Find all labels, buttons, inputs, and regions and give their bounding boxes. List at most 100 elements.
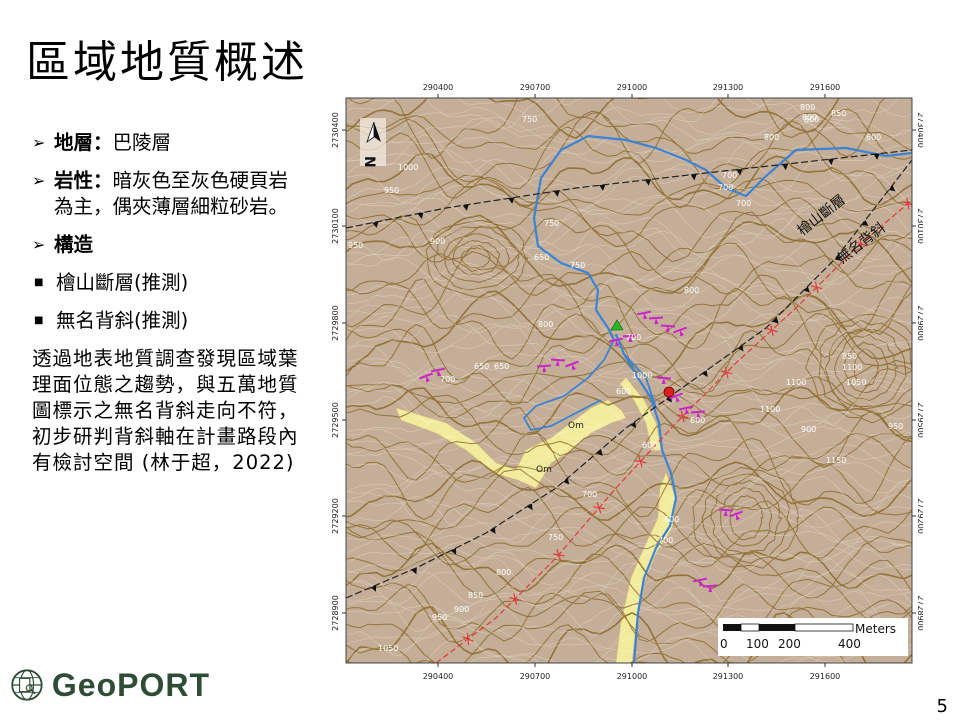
contour-line [346,494,912,528]
fault-tooth-icon [737,344,744,352]
y-tick-label-left: 2730100 [331,208,340,244]
contour-line [346,393,912,468]
square-bullet-icon: ■ [34,315,44,326]
contour-line [346,98,840,140]
contour-line [346,464,912,548]
contour-line [818,319,912,417]
fault-tooth-icon [526,503,533,511]
river-line [532,134,912,341]
contour-line [346,134,912,186]
contour-line [710,479,783,556]
site-marker [663,386,675,398]
fault-tooth-icon [508,197,515,204]
fault-tooth-icon [553,190,560,197]
fault-tooth-icon [888,185,896,192]
contour-line [805,313,912,424]
foliation-symbol-icon [692,577,708,587]
contour-line [692,466,800,569]
contour-elevation-label: 900 [801,425,816,434]
contour-elevation-label: 1000 [398,163,418,172]
anticline-arrow-icon [855,237,867,250]
contour-elevation-label: 850 [831,109,846,118]
contour-line [843,341,889,394]
contour-elevation-label: 1000 [632,371,652,380]
contour-elevation-label: 750 [548,533,563,542]
sub-bullet-text: 無名背斜(推測) [56,309,189,332]
scale-bar: Meters 0 100 200 400 [718,618,908,656]
fault-tooth-icon [563,478,570,485]
x-tick-label-bottom: 291600 [810,672,841,681]
contour-elevation-label: 800 [804,115,819,124]
contour-line [346,278,912,360]
anticline-arrow-icon [766,324,778,336]
contour-elevation-label: 700 [736,199,751,208]
contour-line [452,240,501,277]
contour-elevation-label: 1100 [760,405,780,414]
contour-line [346,348,912,390]
contour-elevation-label: 950 [888,422,903,431]
contour-elevation-label: 700 [582,490,597,499]
contour-elevation-label: 1050 [378,644,398,653]
contour-line [346,307,912,353]
contour-elevation-label: 850 [842,352,857,361]
contour-line [346,250,912,297]
contour-elevation-label: 650 [534,253,549,262]
contour-elevation-label: 600 [690,416,705,425]
contour-elevation-label: 950 [384,186,399,195]
x-tick-label-top: 291600 [810,83,841,92]
foliation-symbol-icon [608,337,624,347]
geologic-map: 290400 290700 291000 291300 291600 29040… [326,78,923,686]
contour-line [346,426,912,455]
anticline-arrow-icon [552,549,565,561]
anticline-arrow-icon [810,281,823,294]
river-line [614,333,678,663]
formation-label: Om [568,421,584,431]
contour-line [346,323,912,410]
y-tick-label-left: 2729500 [331,402,340,438]
x-tick-label-top: 291300 [713,83,744,92]
fault-tooth-icon [834,254,842,261]
fault-tooth-icon [827,158,834,166]
contour-line [346,176,912,248]
square-bullet-icon: ■ [34,277,44,288]
contour-line [346,274,912,336]
contour-line [460,247,492,269]
contour-line [853,348,879,387]
contour-elevation-label: 600 [866,133,881,142]
contour-elevation-label: 650 [474,362,489,371]
contour-line [346,527,912,555]
contour-line [346,108,912,190]
y-tick-label-right: 2729800 [916,305,923,341]
contour-line [346,135,912,164]
contour-line [346,194,912,226]
anticline-arrow-icon [509,593,521,605]
contour-line [346,158,912,204]
contour-line [346,120,912,209]
contour-elevation-label: 700 [722,171,737,180]
foliation-symbol-icon [678,405,694,415]
fault-tooth-icon [462,204,469,211]
river-line [623,353,657,409]
fault-tooth-icon [450,547,457,555]
bullet-text: 巴陵層 [112,131,172,154]
foliation-symbol-icon [419,372,433,383]
contour-line [346,112,912,155]
contour-elevation-label: 950 [348,241,363,250]
foliation-symbol-icon [536,364,552,373]
contour-elevation-label: 700 [440,375,455,384]
contour-line [346,459,912,522]
contour-elevation-label: 750 [544,219,559,228]
alluvium-deposit [615,472,677,663]
contour-line [346,398,912,441]
foliation-symbol-icon [673,326,687,337]
contour-line [346,436,912,464]
contour-elevation-label: 650 [494,362,509,371]
bullet-label: 構造 [54,233,94,256]
contour-line [346,556,912,605]
contour-line [346,407,912,481]
contour-line [346,260,912,299]
contour-line [346,386,912,443]
summary-paragraph: 透過地表地質調查發現區域葉理面位態之趨勢，與五萬地質圖標示之無名背斜走向不符，初… [32,347,299,474]
anticline-arrow-icon [720,366,733,379]
contour-elevation-label: 1100 [786,378,806,387]
